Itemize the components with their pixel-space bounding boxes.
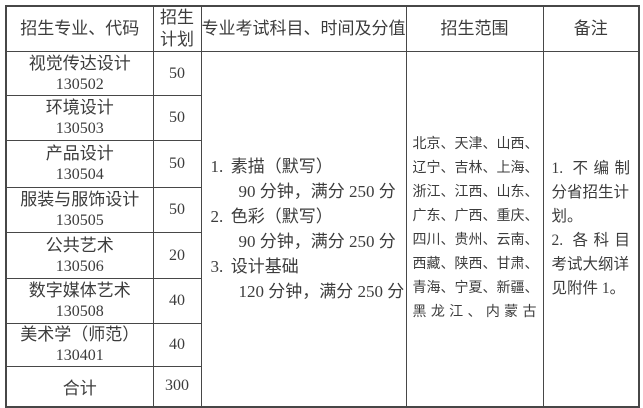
exam-item-detail: 90 分钟，满分 250 分 (238, 181, 396, 201)
exam-item-title: 3. 设计基础 (211, 254, 402, 279)
major-name: 公共艺术 (45, 235, 114, 255)
major-code: 130401 (55, 347, 104, 364)
major-code: 130503 (55, 120, 104, 137)
exam-item-detail: 90 分钟，满分 250 分 (238, 231, 396, 251)
major-name: 数字媒体艺术 (28, 281, 131, 300)
scope-line: 辽宁、吉林、上海、 (412, 160, 539, 176)
enrollment-table: 招生专业、代码 招生计划 专业考试科目、时间及分值 招生范围 备注 视觉传达设计… (5, 5, 640, 408)
plan-cell: 20 (152, 232, 202, 279)
major-name: 视觉传达设计 (28, 53, 131, 73)
plan-cell: 40 (152, 278, 202, 324)
exam-item-title: 1. 素描（默写） (211, 154, 402, 179)
plan-cell: 50 (152, 95, 202, 141)
major-name: 环境设计 (45, 98, 114, 117)
exam-item-number: 2. (210, 206, 224, 226)
exam-subjects-cell: 1. 素描（默写） 90 分钟，满分 250 分 2. 色彩（默写） 90 分钟… (200, 51, 407, 407)
exam-item-number: 1. (210, 156, 224, 176)
table-row: 美术学（师范） 130401 40 (5, 323, 639, 367)
remarks-cell: 1. 不编制 分省招生计 划。 2. 各科目 考试大纲详 见附件 1。 (542, 51, 640, 407)
header-row: 招生专业、代码 招生计划 专业考试科目、时间及分值 招生范围 备注 (5, 5, 640, 52)
remark-line: 1. 不编制 (551, 159, 631, 177)
exam-item-name: 素描（默写） (230, 156, 333, 176)
major-code: 130508 (55, 303, 104, 320)
major-cell: 产品设计 130504 (5, 140, 154, 188)
major-name: 服装与服饰设计 (20, 190, 140, 209)
table-row: 服装与服饰设计 130505 50 (5, 187, 639, 233)
plan-cell: 50 (152, 140, 202, 188)
table-row: 数字媒体艺术 130508 40 (5, 278, 639, 324)
remark-line: 分省招生计 (551, 183, 630, 201)
major-code: 130502 (55, 75, 104, 93)
table-row: 环境设计 130503 50 (5, 95, 639, 141)
table-row: 视觉传达设计 130502 50 1. 素描（默写） 90 分钟，满分 250 … (5, 51, 640, 407)
scope-line: 黑龙江、内蒙古 (412, 304, 537, 320)
exam-item-name: 色彩（默写） (230, 206, 333, 226)
major-name: 美术学（师范） (20, 325, 140, 344)
major-cell: 数字媒体艺术 130508 (5, 278, 154, 324)
major-cell: 公共艺术 130506 (5, 232, 154, 279)
exam-item-title: 2. 色彩（默写） (211, 204, 402, 229)
remark-line: 考试大纲详 (551, 255, 630, 273)
table-row: 公共艺术 130506 20 (5, 232, 639, 279)
total-label-cell: 合计 (5, 366, 154, 407)
major-code: 130504 (55, 166, 104, 183)
header-exam: 专业考试科目、时间及分值 (200, 5, 407, 52)
remark-line: 见附件 1。 (551, 279, 626, 297)
scope-line: 广东、广西、重庆、 (412, 208, 539, 224)
total-row: 合计 300 (5, 366, 639, 407)
scope-line: 青海、宁夏、新疆、 (412, 280, 539, 296)
header-remarks: 备注 (542, 5, 640, 52)
scope-line: 四川、贵州、云南、 (412, 232, 539, 248)
exam-item-number: 3. (210, 256, 224, 276)
major-cell: 环境设计 130503 (5, 95, 154, 141)
scope-line: 北京、天津、山西、 (412, 136, 539, 152)
total-plan-cell: 300 (152, 366, 202, 407)
scope-line: 西藏、陕西、甘肃、 (412, 256, 539, 272)
remark-line: 2. 各科目 (551, 231, 631, 249)
major-code: 130505 (55, 212, 104, 229)
major-cell: 视觉传达设计 130502 (5, 51, 154, 96)
exam-item-detail: 120 分钟，满分 250 分 (238, 281, 405, 301)
plan-cell: 50 (152, 51, 202, 96)
exam-item: 1. 素描（默写） 90 分钟，满分 250 分 (211, 154, 402, 204)
exam-item: 3. 设计基础 120 分钟，满分 250 分 (211, 254, 405, 304)
table-row: 产品设计 130504 50 (5, 140, 639, 188)
header-major-code: 招生专业、代码 (5, 5, 154, 52)
remark-line: 划。 (551, 207, 583, 225)
plan-cell: 50 (152, 187, 202, 233)
major-cell: 美术学（师范） 130401 (5, 323, 154, 367)
major-name: 产品设计 (45, 144, 114, 163)
exam-item-name: 设计基础 (230, 256, 299, 276)
exam-item: 2. 色彩（默写） 90 分钟，满分 250 分 (211, 204, 402, 254)
scope-cell: 北京、天津、山西、 辽宁、吉林、上海、 浙江、江西、山东、 广东、广西、重庆、 … (405, 51, 544, 407)
header-scope: 招生范围 (405, 5, 544, 52)
header-plan: 招生计划 (152, 5, 202, 52)
scope-line: 浙江、江西、山东、 (412, 184, 539, 200)
plan-cell: 40 (152, 323, 202, 367)
major-cell: 服装与服饰设计 130505 (5, 187, 154, 233)
major-code: 130506 (55, 257, 104, 275)
